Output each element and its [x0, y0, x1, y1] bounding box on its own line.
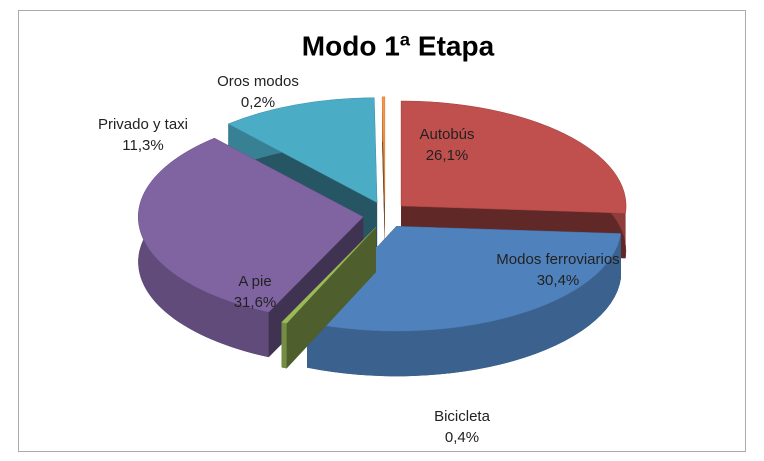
slice-top — [400, 100, 627, 214]
data-label-category: Privado y taxi — [98, 116, 188, 133]
slice-side — [281, 227, 377, 368]
data-label: 11,3% — [122, 137, 163, 154]
data-label-category: A pie — [238, 273, 271, 290]
slice-top — [306, 226, 622, 332]
slice-top — [381, 96, 386, 202]
chart-title: Modo 1ª Etapa — [302, 30, 495, 61]
data-label: 0,2% — [241, 94, 275, 111]
data-label: 26,1% — [426, 147, 469, 164]
slice-top — [138, 137, 364, 313]
slice-top — [280, 226, 377, 324]
slice-rim — [307, 233, 621, 377]
slice-top — [227, 97, 378, 204]
data-label-category: Autobús — [419, 126, 474, 143]
chart-frame — [18, 10, 746, 452]
slice — [280, 226, 377, 369]
data-label: 30,4% — [537, 272, 580, 289]
data-label-category: Bicicleta — [434, 408, 491, 425]
data-label-category: Oros modos — [217, 73, 299, 90]
data-label: 31,6% — [234, 294, 277, 311]
data-label: 0,4% — [445, 429, 479, 446]
slice — [381, 96, 386, 247]
data-label-category: Modos ferroviarios — [496, 251, 619, 268]
slice-rim — [281, 322, 287, 369]
